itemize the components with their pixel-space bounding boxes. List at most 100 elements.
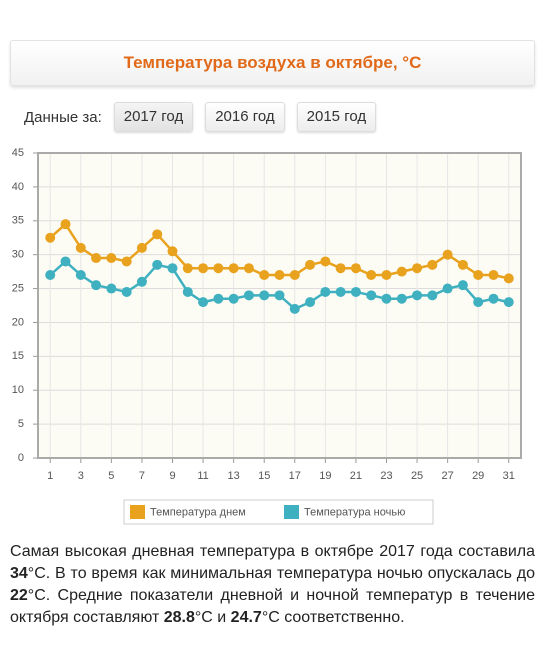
text: °C. Средние показатели дневной и ночной … (10, 587, 535, 626)
x-tick-label: 13 (228, 470, 240, 482)
x-tick-label: 1 (47, 470, 53, 482)
legend: Температура днем Температура ночью (123, 499, 434, 525)
point (60, 219, 71, 230)
x-tick-label: 9 (169, 470, 175, 482)
text: °C. В то время как минимальная температу… (27, 565, 535, 582)
point (243, 263, 254, 274)
point (152, 259, 163, 270)
point (473, 270, 484, 280)
point (228, 263, 239, 274)
point (136, 276, 147, 287)
x-tick-label: 7 (139, 470, 145, 482)
point (366, 270, 377, 280)
y-tick-label: 15 (12, 350, 24, 362)
y-tick-label: 35 (12, 215, 24, 227)
point (91, 253, 102, 264)
text: 34 (10, 565, 28, 582)
point (427, 259, 438, 270)
y-tick-label: 0 (18, 452, 24, 464)
point (60, 256, 71, 267)
x-tick-label: 31 (503, 470, 515, 482)
point (335, 286, 346, 297)
point (274, 290, 285, 301)
point (457, 280, 468, 291)
point (106, 283, 117, 294)
point (396, 266, 407, 277)
point (75, 270, 86, 280)
x-tick-label: 5 (108, 470, 114, 482)
text: °C соответственно. (261, 609, 405, 626)
point (412, 290, 423, 301)
point (152, 229, 163, 240)
point (381, 293, 392, 304)
point (91, 280, 102, 291)
point (289, 270, 300, 280)
legend-label: Температура днем (150, 506, 246, 518)
year-button[interactable]: 2015 год (296, 102, 377, 132)
year-filter: Данные за: 2017 год 2016 год 2015 год (24, 102, 377, 132)
point (45, 232, 56, 243)
point (136, 242, 147, 253)
legend-box (123, 499, 434, 525)
y-tick-label: 45 (12, 147, 24, 159)
x-tick-label: 23 (380, 470, 392, 482)
point (106, 253, 117, 264)
x-tick-label: 3 (78, 470, 84, 482)
point (320, 256, 331, 267)
point (396, 293, 407, 304)
point (305, 297, 316, 308)
y-tick-label: 30 (12, 249, 24, 261)
legend-swatch (130, 505, 145, 519)
x-tick-label: 17 (289, 470, 301, 482)
point (198, 297, 209, 308)
x-tick-label: 29 (472, 470, 484, 482)
point (289, 303, 300, 314)
point (427, 290, 438, 301)
point (305, 259, 316, 270)
summary: Самая высокая дневная температура в октя… (10, 541, 535, 629)
point (121, 256, 132, 267)
point (381, 270, 392, 280)
point (182, 263, 193, 274)
point (259, 290, 270, 301)
point (320, 286, 331, 297)
point (503, 297, 514, 308)
point (213, 263, 224, 274)
text: 28.8 (163, 609, 195, 626)
legend-swatch (284, 505, 299, 519)
point (457, 259, 468, 270)
filter-label: Данные за: (24, 108, 102, 126)
point (503, 273, 514, 284)
x-tick-label: 15 (258, 470, 270, 482)
x-tick-label: 21 (350, 470, 362, 482)
point (228, 293, 239, 304)
point (243, 290, 254, 301)
text: °C и (194, 609, 231, 626)
point (366, 290, 377, 301)
point (75, 242, 86, 253)
y-tick-label: 40 (12, 181, 24, 193)
plot-area (38, 153, 521, 458)
point (167, 263, 178, 274)
point (167, 246, 178, 257)
chart-title: Температура воздуха в октябре, °C (10, 40, 535, 86)
point (45, 270, 56, 280)
year-button[interactable]: 2016 год (205, 102, 285, 132)
text: 22 (10, 587, 28, 604)
point (412, 263, 423, 274)
point (473, 297, 484, 308)
point (213, 293, 224, 304)
x-tick-label: 19 (319, 470, 331, 482)
plot-frame (37, 152, 522, 459)
point (350, 263, 361, 274)
point (182, 286, 193, 297)
x-tick-label: 25 (411, 470, 423, 482)
x-tick-label: 11 (197, 470, 208, 482)
point (488, 270, 499, 280)
year-button[interactable]: 2017 год (113, 102, 194, 132)
point (274, 270, 285, 280)
y-tick-label: 20 (12, 316, 24, 328)
point (335, 263, 346, 274)
